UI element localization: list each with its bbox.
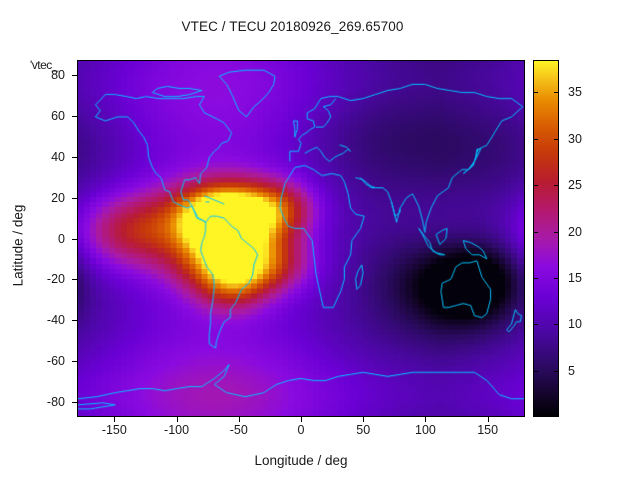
- x-tick-mark: [487, 417, 489, 422]
- x-tick-mark: [176, 417, 178, 422]
- y-axis-title: Latitude / deg: [10, 204, 26, 287]
- colorbar-tick-mark: [554, 138, 559, 140]
- y-tick-mark: [72, 279, 77, 281]
- x-axis-title: Longitude / deg: [254, 453, 348, 468]
- x-tick-label: -150: [101, 423, 127, 437]
- colorbar-tick-mark: [554, 231, 559, 233]
- x-tick-mark: [238, 417, 240, 422]
- page-title: VTEC / TECU 20180926_269.65700: [181, 19, 404, 34]
- colorbar-tick-mark: [533, 324, 538, 326]
- colorbar-tick-mark: [533, 138, 538, 140]
- y-tick-label: 40: [51, 149, 65, 164]
- y-tick-label: -80: [46, 394, 65, 409]
- colorbar-tick-mark: [533, 92, 538, 94]
- y-tick-mark: [72, 238, 77, 240]
- colorbar-tick-label: 20: [568, 224, 582, 239]
- colorbar-tick-mark: [554, 92, 559, 94]
- x-tick-label: 150: [477, 423, 499, 437]
- colorbar-tick-mark: [533, 231, 538, 233]
- colorbar-tick-label: 10: [568, 317, 582, 332]
- y-tick-mark: [72, 116, 77, 118]
- x-tick-label: -100: [164, 423, 190, 437]
- x-tick-mark: [114, 417, 116, 422]
- y-tick-mark: [72, 360, 77, 362]
- coastline-overlay: [78, 61, 524, 416]
- colorbar-tick-mark: [554, 324, 559, 326]
- colorbar-tick-label: 30: [568, 131, 582, 146]
- y-tick-label: 0: [58, 231, 65, 246]
- y-tick-label: 80: [51, 68, 65, 83]
- colorbar-tick-label: 35: [568, 85, 582, 100]
- colorbar-tick-mark: [554, 277, 559, 279]
- y-tick-mark: [72, 197, 77, 199]
- y-tick-mark: [72, 75, 77, 77]
- y-tick-label: -40: [46, 313, 65, 328]
- y-tick-mark: [72, 401, 77, 403]
- colorbar-tick-mark: [533, 370, 538, 372]
- y-tick-label: -60: [46, 353, 65, 368]
- x-tick-label: 0: [297, 423, 305, 437]
- x-tick-label: 100: [415, 423, 436, 437]
- x-tick-mark: [301, 417, 302, 422]
- y-tick-label: 20: [51, 190, 65, 205]
- colorbar-tick-mark: [533, 277, 538, 279]
- y-tick-label: -20: [46, 272, 65, 287]
- colorbar-tick-mark: [554, 370, 559, 372]
- colorbar-tick-label: 5: [568, 363, 575, 378]
- map-plot-area: [77, 60, 525, 417]
- colorbar-tick-label: 15: [568, 270, 582, 285]
- y-tick-label: 60: [51, 109, 65, 124]
- colorbar-tick-mark: [554, 185, 559, 187]
- x-tick-label: -50: [229, 423, 248, 437]
- stray-clipped-label: 'vtec_: [30, 58, 58, 72]
- y-tick-mark: [72, 320, 77, 322]
- x-tick-mark: [425, 417, 427, 422]
- x-tick-label: 50: [356, 423, 371, 437]
- colorbar: [533, 60, 559, 417]
- y-tick-mark: [72, 156, 77, 158]
- colorbar-tick-label: 25: [568, 178, 582, 193]
- colorbar-gradient: [534, 61, 558, 416]
- x-tick-mark: [363, 417, 365, 422]
- colorbar-tick-mark: [533, 185, 538, 187]
